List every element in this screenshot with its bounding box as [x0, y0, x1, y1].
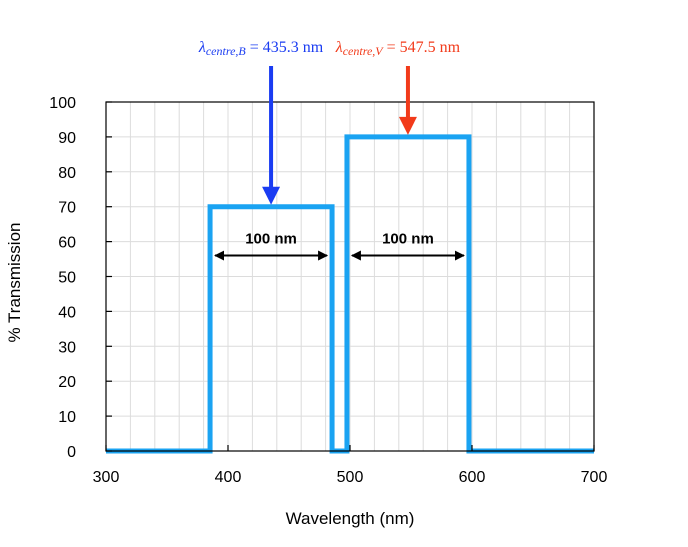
b-lambda-symbol: λ	[198, 39, 206, 56]
y-tick-labels: 0 10 20 30 40 50 60 70 80 90 100	[49, 95, 76, 461]
x-tick-label: 500	[337, 469, 364, 486]
v-width-label: 100 nm	[382, 231, 434, 248]
y-tick-label: 20	[58, 374, 76, 391]
grid	[106, 102, 594, 451]
x-tick-label: 300	[93, 469, 120, 486]
x-tick-label: 700	[581, 469, 608, 486]
x-tick-label: 600	[459, 469, 486, 486]
y-tick-label: 50	[58, 270, 76, 287]
y-tick-label: 10	[58, 409, 76, 426]
v-subscript: centre,V	[343, 44, 385, 58]
y-tick-label: 60	[58, 235, 76, 252]
v-centre-value: = 547.5 nm	[383, 39, 461, 56]
y-axis-title: % Transmission	[5, 223, 24, 343]
y-tick-label: 70	[58, 200, 76, 217]
y-tick-label: 80	[58, 165, 76, 182]
v-width-annotation: 100 nm	[350, 231, 465, 261]
b-centre-value: = 435.3 nm	[246, 39, 324, 56]
b-subscript: centre,B	[206, 44, 247, 58]
v-filter-annotation: λcentre,V = 547.5 nm	[335, 39, 461, 135]
v-centre-label: λcentre,V = 547.5 nm	[335, 39, 461, 58]
b-width-label: 100 nm	[245, 231, 297, 248]
y-tick-label: 0	[67, 444, 76, 461]
ticks	[105, 101, 595, 452]
b-centre-arrow-head	[262, 186, 281, 205]
y-tick-label: 100	[49, 95, 76, 112]
y-tick-label: 40	[58, 304, 76, 321]
v-lambda-symbol: λ	[335, 39, 343, 56]
x-axis-title: Wavelength (nm)	[286, 509, 415, 528]
b-filter-annotation: λcentre,B = 435.3 nm	[198, 39, 324, 205]
b-centre-label: λcentre,B = 435.3 nm	[198, 39, 324, 58]
b-width-annotation: 100 nm	[214, 231, 329, 261]
x-tick-label: 400	[215, 469, 242, 486]
v-centre-arrow-head	[398, 116, 417, 135]
x-tick-labels: 300 400 500 600 700	[93, 469, 608, 486]
y-tick-label: 90	[58, 130, 76, 147]
y-tick-label: 30	[58, 339, 76, 356]
